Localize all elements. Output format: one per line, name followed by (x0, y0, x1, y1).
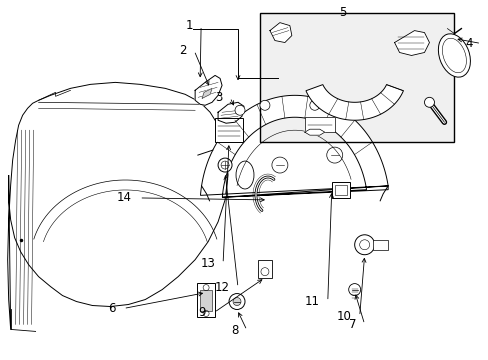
Bar (215, 118, 243, 142)
Text: 2: 2 (178, 44, 186, 57)
Text: 8: 8 (231, 324, 239, 337)
Polygon shape (200, 95, 387, 197)
Circle shape (233, 298, 241, 306)
Text: 14: 14 (116, 192, 131, 204)
Circle shape (424, 97, 433, 107)
Text: 4: 4 (465, 37, 472, 50)
Polygon shape (218, 102, 244, 123)
Bar (200, 289, 212, 311)
Text: 5: 5 (339, 6, 346, 19)
Polygon shape (394, 31, 428, 55)
Text: 7: 7 (348, 318, 356, 331)
Bar (197, 283, 215, 318)
Ellipse shape (437, 34, 469, 77)
Bar (304, 117, 334, 132)
Circle shape (309, 100, 319, 110)
Bar (334, 185, 346, 195)
Circle shape (260, 100, 269, 110)
Circle shape (228, 293, 244, 310)
Text: 9: 9 (198, 306, 205, 319)
Text: 10: 10 (336, 310, 351, 323)
Text: 3: 3 (214, 91, 222, 104)
Circle shape (218, 158, 232, 172)
Polygon shape (269, 23, 291, 42)
Text: 11: 11 (304, 295, 319, 308)
Bar (260, 13, 453, 142)
Text: 13: 13 (200, 257, 215, 270)
Text: 6: 6 (108, 302, 115, 315)
Circle shape (235, 105, 244, 115)
Polygon shape (305, 85, 403, 120)
Bar (260, 13, 453, 142)
Bar (331, 182, 349, 198)
Bar (372, 240, 387, 250)
Text: 12: 12 (215, 281, 229, 294)
Circle shape (354, 235, 374, 255)
Text: 1: 1 (185, 19, 193, 32)
Polygon shape (8, 82, 227, 329)
Polygon shape (202, 88, 212, 98)
Circle shape (348, 284, 360, 296)
Polygon shape (304, 129, 324, 135)
Bar (258, 260, 271, 278)
Polygon shape (195, 75, 222, 105)
